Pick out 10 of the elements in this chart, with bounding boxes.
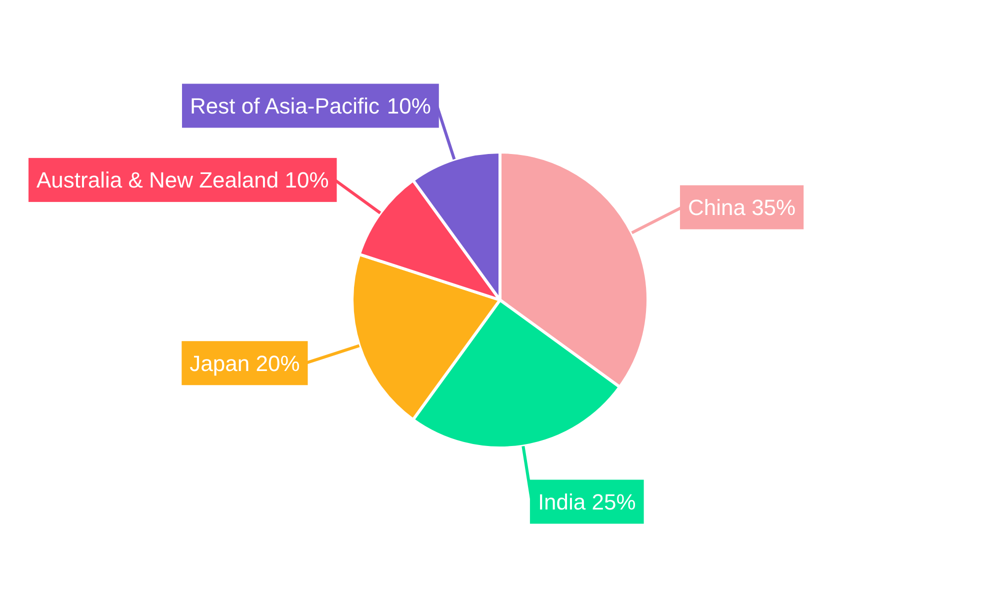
data-label: 35% (752, 194, 796, 220)
data-label: 20% (256, 350, 300, 376)
slice-label: China (688, 194, 746, 220)
data-label: 10% (284, 168, 329, 193)
slice-label: Japan (190, 350, 250, 376)
slice-label: Australia & New Zealand (36, 168, 279, 193)
slice-label: Rest of Asia-Pacific (190, 93, 380, 118)
data-label: 10% (386, 93, 431, 118)
data-label: 25% (592, 489, 636, 514)
slice-label: India (538, 489, 586, 514)
